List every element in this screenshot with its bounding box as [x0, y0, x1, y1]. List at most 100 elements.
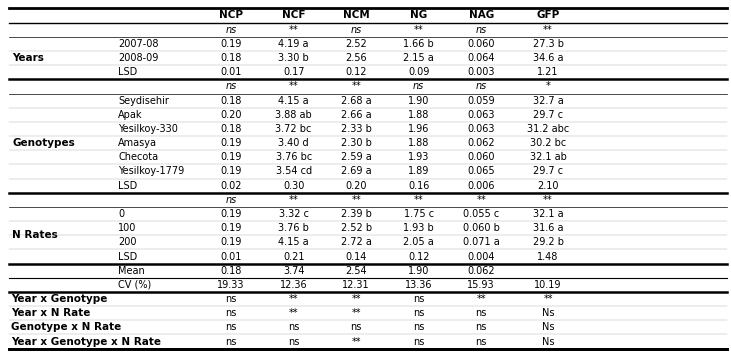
Text: ns: ns	[225, 322, 237, 332]
Text: Year x N Rate: Year x N Rate	[11, 308, 91, 318]
Text: 2.52: 2.52	[345, 39, 367, 49]
Text: 1.90: 1.90	[408, 266, 429, 276]
Text: 31.6 a: 31.6 a	[533, 223, 564, 233]
Text: 12.36: 12.36	[280, 280, 308, 290]
Text: **: **	[477, 195, 486, 205]
Text: 0.071 a: 0.071 a	[463, 237, 499, 247]
Text: 0.006: 0.006	[468, 181, 495, 191]
Text: **: **	[477, 294, 486, 304]
Text: **: **	[414, 25, 423, 35]
Text: 0.059: 0.059	[467, 95, 495, 106]
Text: 1.96: 1.96	[408, 124, 429, 134]
Text: 4.15 a: 4.15 a	[279, 237, 309, 247]
Text: LSD: LSD	[118, 251, 137, 262]
Text: Mean: Mean	[118, 266, 145, 276]
Text: 32.7 a: 32.7 a	[533, 95, 564, 106]
Text: ns: ns	[225, 337, 237, 346]
Text: 4.19 a: 4.19 a	[279, 39, 309, 49]
Text: 0.18: 0.18	[221, 95, 242, 106]
Text: ns: ns	[413, 294, 425, 304]
Text: 0.003: 0.003	[468, 67, 495, 77]
Text: **: **	[289, 195, 298, 205]
Text: Yesilkoy-1779: Yesilkoy-1779	[118, 166, 184, 176]
Text: Years: Years	[12, 53, 45, 63]
Text: 1.88: 1.88	[408, 110, 429, 120]
Text: 1.88: 1.88	[408, 138, 429, 148]
Text: 0.20: 0.20	[221, 110, 242, 120]
Text: 0.19: 0.19	[221, 209, 242, 219]
Text: 2.69 a: 2.69 a	[341, 166, 371, 176]
Text: 2.30 b: 2.30 b	[341, 138, 371, 148]
Text: Amasya: Amasya	[118, 138, 157, 148]
Text: 2008-09: 2008-09	[118, 53, 159, 63]
Text: 19.33: 19.33	[217, 280, 245, 290]
Text: 3.88 ab: 3.88 ab	[276, 110, 312, 120]
Text: ns: ns	[226, 25, 237, 35]
Text: **: **	[289, 82, 298, 92]
Text: 31.2 abc: 31.2 abc	[527, 124, 569, 134]
Text: 2.33 b: 2.33 b	[341, 124, 371, 134]
Text: NCP: NCP	[219, 10, 243, 20]
Text: Ns: Ns	[542, 337, 554, 346]
Text: 2.72 a: 2.72 a	[341, 237, 371, 247]
Text: 12.31: 12.31	[342, 280, 370, 290]
Text: 27.3 b: 27.3 b	[533, 39, 564, 49]
Text: 0.060 b: 0.060 b	[463, 223, 500, 233]
Text: 1.75 c: 1.75 c	[404, 209, 433, 219]
Text: **: **	[352, 308, 361, 318]
Text: LSD: LSD	[118, 181, 137, 191]
Text: ns: ns	[226, 82, 237, 92]
Text: 30.2 bc: 30.2 bc	[530, 138, 567, 148]
Text: Year x Genotype: Year x Genotype	[11, 294, 107, 304]
Text: NAG: NAG	[469, 10, 494, 20]
Text: 0.060: 0.060	[468, 39, 495, 49]
Text: 2007-08: 2007-08	[118, 39, 159, 49]
Text: Ns: Ns	[542, 308, 554, 318]
Text: 0.062: 0.062	[467, 138, 495, 148]
Text: 1.93: 1.93	[408, 152, 429, 162]
Text: ns: ns	[413, 82, 424, 92]
Text: 0.19: 0.19	[221, 152, 242, 162]
Text: 0.004: 0.004	[468, 251, 495, 262]
Text: ns: ns	[288, 337, 300, 346]
Text: 0.12: 0.12	[346, 67, 367, 77]
Text: ns: ns	[476, 322, 487, 332]
Text: ns: ns	[225, 308, 237, 318]
Text: 0.060: 0.060	[468, 152, 495, 162]
Text: 10.19: 10.19	[534, 280, 562, 290]
Text: ns: ns	[413, 322, 425, 332]
Text: 0.18: 0.18	[221, 124, 242, 134]
Text: 1.93 b: 1.93 b	[404, 223, 434, 233]
Text: 0.21: 0.21	[283, 251, 304, 262]
Text: 3.76 b: 3.76 b	[279, 223, 309, 233]
Text: 0.14: 0.14	[346, 251, 367, 262]
Text: N Rates: N Rates	[12, 230, 58, 240]
Text: 0.19: 0.19	[221, 138, 242, 148]
Text: 2.05 a: 2.05 a	[404, 237, 434, 247]
Text: 0.16: 0.16	[408, 181, 429, 191]
Text: **: **	[352, 82, 361, 92]
Text: 1.66 b: 1.66 b	[404, 39, 434, 49]
Text: ns: ns	[288, 322, 300, 332]
Text: **: **	[352, 195, 361, 205]
Text: 0: 0	[118, 209, 124, 219]
Text: **: **	[289, 25, 298, 35]
Text: 0.01: 0.01	[221, 251, 242, 262]
Text: ns: ns	[476, 308, 487, 318]
Text: ns: ns	[413, 308, 425, 318]
Text: 0.062: 0.062	[467, 266, 495, 276]
Text: Ns: Ns	[542, 322, 554, 332]
Text: 2.54: 2.54	[345, 266, 367, 276]
Text: 3.72 bc: 3.72 bc	[276, 124, 312, 134]
Text: **: **	[352, 337, 361, 346]
Text: 3.40 d: 3.40 d	[279, 138, 309, 148]
Text: 0.19: 0.19	[221, 166, 242, 176]
Text: 0.12: 0.12	[408, 251, 430, 262]
Text: Genotype x N Rate: Genotype x N Rate	[11, 322, 121, 332]
Text: 2.52 b: 2.52 b	[341, 223, 372, 233]
Text: 3.74: 3.74	[283, 266, 304, 276]
Text: ns: ns	[476, 25, 487, 35]
Text: NG: NG	[410, 10, 428, 20]
Text: ns: ns	[225, 294, 237, 304]
Text: Apak: Apak	[118, 110, 143, 120]
